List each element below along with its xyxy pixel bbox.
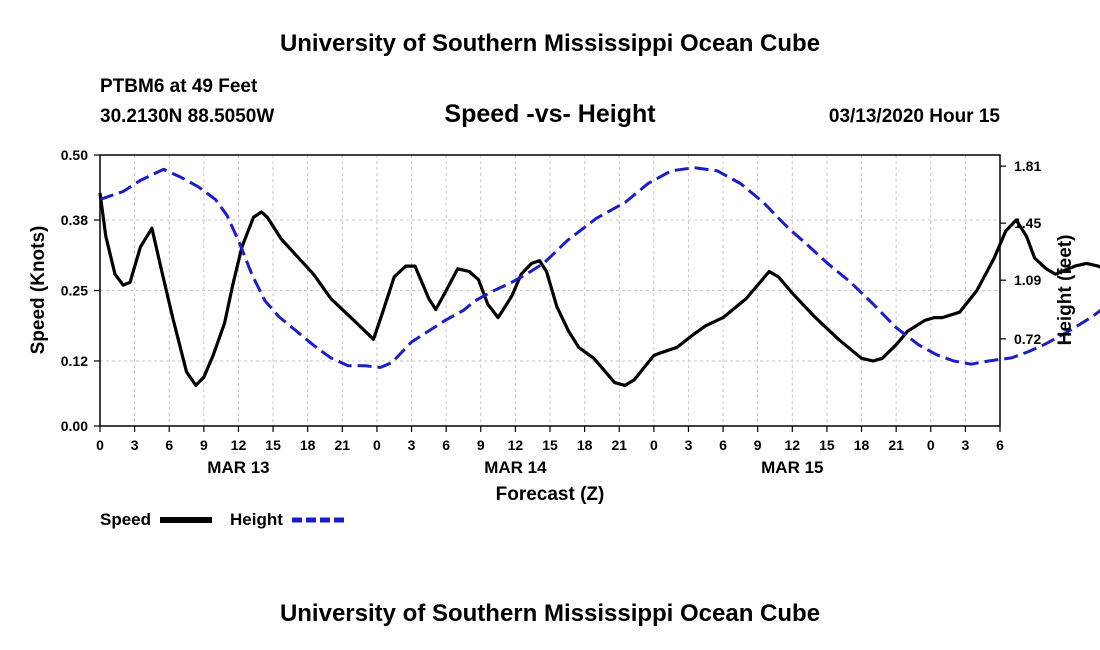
date-label: 03/13/2020 Hour 15	[828, 106, 1000, 127]
x-axis-label: Forecast (Z)	[496, 484, 605, 505]
x-tick-label: 15	[265, 437, 281, 453]
y-right-tick-label: 1.09	[1014, 272, 1041, 288]
x-tick-label: 9	[754, 437, 762, 453]
y-left-tick-label: 0.38	[61, 212, 88, 228]
chart-title: Speed -vs- Height	[444, 100, 656, 128]
y-axis-right-label: Height (feet)	[1055, 235, 1076, 346]
y-left-tick-label: 0.00	[61, 418, 88, 434]
x-tick-label: 6	[719, 437, 727, 453]
grid-lines	[100, 155, 1000, 426]
y-right-tick-label: 0.72	[1014, 331, 1041, 347]
x-tick-label: 9	[477, 437, 485, 453]
coordinates-label: 30.2130N 88.5050W	[100, 106, 275, 127]
x-tick-label: 0	[96, 437, 104, 453]
x-tick-label: 12	[231, 437, 247, 453]
x-tick-label: 21	[611, 437, 627, 453]
x-tick-label: 0	[927, 437, 935, 453]
x-day-label: MAR 15	[761, 458, 823, 477]
x-tick-label: 18	[577, 437, 593, 453]
main-title: University of Southern Mississippi Ocean…	[279, 30, 821, 57]
x-tick-label: 6	[442, 437, 450, 453]
footer-title: University of Southern Mississippi Ocean…	[279, 600, 821, 627]
x-tick-label: 12	[508, 437, 524, 453]
x-tick-label: 3	[131, 437, 139, 453]
y-right-tick-label: 1.45	[1014, 215, 1041, 231]
x-tick-label: 6	[165, 437, 173, 453]
legend: Speed Height	[100, 510, 344, 529]
y-left-tick-label: 0.50	[61, 147, 88, 163]
y-axis-left-label: Speed (Knots)	[28, 226, 49, 355]
x-tick-label: 6	[996, 437, 1004, 453]
legend-label-height: Height	[230, 510, 283, 529]
y-left-tick-label: 0.25	[61, 283, 88, 299]
x-tick-label: 15	[819, 437, 835, 453]
x-tick-label: 18	[854, 437, 870, 453]
x-tick-label: 9	[200, 437, 208, 453]
series-layer	[98, 166, 1100, 387]
x-tick-label: 0	[650, 437, 658, 453]
x-tick-label: 15	[542, 437, 558, 453]
x-tick-label: 3	[408, 437, 416, 453]
x-tick-label: 0	[373, 437, 381, 453]
x-tick-label: 12	[785, 437, 801, 453]
x-day-label: MAR 13	[207, 458, 269, 477]
x-tick-label: 3	[961, 437, 969, 453]
series-line-height	[99, 166, 1100, 369]
x-day-label: MAR 14	[484, 458, 547, 477]
axes: 0 3 6 9 12 15 18 21 0 3 6 9 12 15 18 21 0 3 6 9 12 15 18 21 0 3 6 M…	[61, 147, 1042, 477]
x-tick-label: 21	[888, 437, 904, 453]
station-label: PTBM6 at 49 Feet	[100, 76, 258, 97]
x-tick-label: 18	[300, 437, 316, 453]
series-line-speed	[98, 192, 1100, 387]
legend-label-speed: Speed	[100, 510, 151, 529]
y-left-tick-label: 0.12	[61, 353, 88, 369]
x-tick-label: 3	[685, 437, 693, 453]
y-right-tick-label: 1.81	[1014, 158, 1041, 174]
x-tick-label: 21	[335, 437, 351, 453]
